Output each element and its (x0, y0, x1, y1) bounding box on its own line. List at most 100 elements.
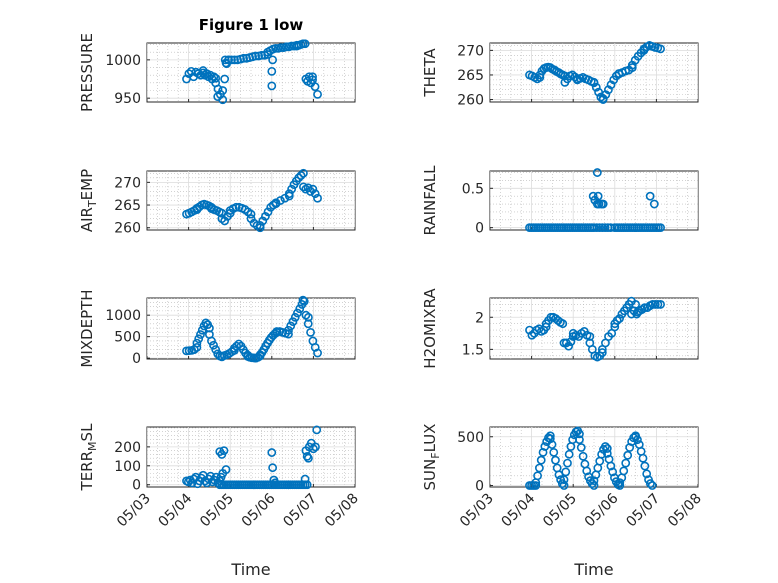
data-point (288, 317, 298, 327)
data-point (593, 191, 603, 201)
data-point (263, 207, 273, 217)
y-tick-label: 0.5 (462, 181, 484, 197)
data-point (656, 300, 665, 309)
grid-lines (490, 298, 698, 359)
y-tick-label: 200 (114, 440, 141, 456)
data-point (592, 168, 602, 177)
y-axis-label: PRESSURE (78, 33, 96, 112)
data-point (261, 211, 270, 221)
y-tick-label: 0 (132, 351, 141, 367)
subplot-7: 0 100 200 05/03 05/04 05/05 05/06 05/07 05/08 TER… (78, 423, 362, 530)
data-point (267, 66, 277, 76)
y-tick-label: 260 (114, 221, 141, 237)
grid-lines (490, 43, 698, 102)
series-markers (525, 296, 665, 362)
data-point (284, 329, 293, 339)
data-point (564, 341, 574, 351)
x-axis-label-right: Time (573, 560, 613, 579)
data-point (209, 340, 218, 350)
series-markers (525, 168, 665, 233)
data-point (535, 463, 544, 473)
data-point (310, 189, 320, 199)
data-point (547, 440, 557, 449)
y-tick-label: 260 (457, 93, 484, 109)
y-tick-label: 1000 (105, 308, 141, 324)
data-point (230, 55, 239, 65)
data-point (267, 81, 277, 91)
data-point (597, 348, 607, 357)
y-tick-label: 270 (457, 43, 484, 59)
series-markers (525, 41, 665, 104)
data-point (313, 348, 322, 358)
data-point (561, 467, 571, 477)
data-point (527, 330, 537, 340)
data-point (296, 171, 306, 180)
data-point (549, 447, 559, 457)
data-point (286, 321, 296, 331)
data-point (246, 209, 256, 219)
data-point (640, 461, 650, 471)
subplot-3: 260 265 270 AIRTEMP (78, 168, 356, 237)
data-point (563, 458, 572, 468)
data-point (650, 300, 660, 309)
data-point (268, 55, 278, 65)
data-point (302, 480, 312, 490)
data-point (219, 446, 229, 456)
series-markers (182, 39, 322, 105)
x-tick-label: 05/03 (114, 491, 154, 531)
data-point (595, 223, 604, 233)
data-point (310, 82, 320, 92)
data-point (576, 443, 586, 452)
data-point (533, 471, 542, 481)
data-point (275, 196, 285, 205)
y-tick-label: 1000 (105, 53, 141, 69)
data-point (284, 189, 294, 199)
y-tick-label: 1.5 (462, 342, 484, 358)
data-point (232, 341, 241, 351)
data-point (293, 308, 302, 318)
series-markers (525, 426, 657, 490)
data-point (631, 300, 640, 309)
data-point (612, 316, 622, 325)
data-point (312, 425, 322, 435)
subplot-8: 0 500 05/03 05/04 05/05 05/06 05/07 05/08 SUNFLU… (421, 424, 705, 531)
data-point (600, 223, 610, 233)
data-point (301, 310, 311, 320)
plot-area (146, 42, 356, 103)
subplot-1: 950 1000 PRESSURE (78, 33, 356, 112)
x-tick-label: 05/05 (540, 491, 580, 531)
data-point (211, 73, 221, 83)
data-point (308, 72, 317, 82)
y-tick-label: 950 (114, 91, 141, 107)
data-point (311, 442, 320, 452)
data-point (294, 173, 304, 183)
data-point (258, 216, 268, 226)
x-tick-label: 05/04 (499, 490, 539, 530)
data-point (615, 481, 625, 490)
data-point (645, 479, 655, 488)
data-point (633, 307, 643, 317)
x-tick-label: 05/08 (665, 491, 705, 531)
y-tick-label: 0 (475, 479, 484, 495)
y-tick-label: 0 (132, 478, 141, 494)
data-point (602, 444, 612, 453)
data-point (192, 338, 202, 348)
data-point (267, 448, 277, 457)
data-point (272, 327, 282, 336)
data-point (589, 78, 599, 88)
data-point (234, 339, 244, 349)
data-point (559, 475, 569, 485)
series-markers (182, 425, 322, 490)
y-axis-label: RAINFALL (421, 165, 439, 236)
data-point (300, 39, 310, 49)
data-point (306, 327, 315, 337)
y-tick-label: 0 (475, 221, 484, 237)
data-point (299, 168, 308, 178)
y-tick-label: 265 (457, 68, 484, 84)
data-point (295, 304, 305, 314)
data-point (589, 481, 599, 490)
data-point (299, 297, 309, 306)
subplot-2: 260 265 270 THETA (421, 41, 699, 109)
data-point (220, 74, 230, 84)
